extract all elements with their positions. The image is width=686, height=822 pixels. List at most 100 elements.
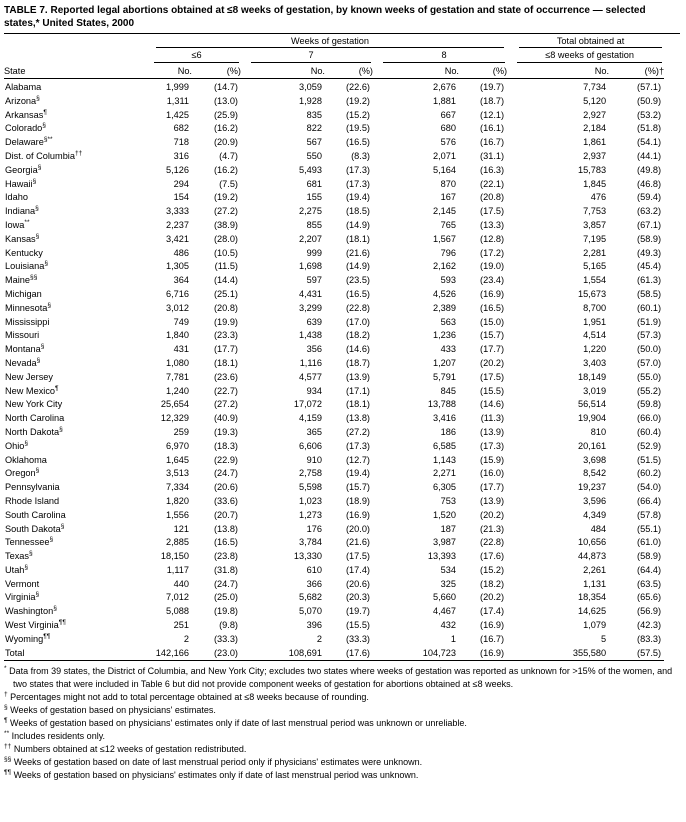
column-header-row: State No. (%) No. (%) No. (%) No. (%)† — [4, 63, 665, 79]
count-cell: 2,071 — [433, 150, 456, 161]
percent-cell: (16.2) — [213, 164, 238, 175]
count-cell: 19,904 — [577, 413, 607, 424]
count-cell: 1,881 — [433, 95, 456, 106]
state-name: Washington§ — [5, 605, 57, 617]
state-row: Montana§ 431 (17.7) 356 (14.6) 433 (17.7) 1,220… — [4, 343, 664, 357]
percent-cell: (51.8) — [637, 123, 662, 134]
state-name: Oregon§ — [5, 467, 40, 479]
percent-cell: (28.0) — [213, 233, 238, 244]
count-cell: 765 — [440, 219, 456, 230]
count-cell: 718 — [173, 137, 189, 148]
footnote-marker: § — [37, 163, 42, 171]
state-name: West Virginia¶¶ — [5, 619, 66, 631]
count-cell: 1,117 — [166, 564, 189, 575]
footnote-marker: § — [35, 232, 40, 240]
percent-cell: (58.9) — [637, 551, 662, 562]
count-cell: 3,784 — [299, 537, 322, 548]
group-header-spacer — [4, 34, 144, 48]
percent-cell: (18.5) — [345, 206, 370, 217]
state-row: South Carolina 1,556 (20.7) 1,273 (16.9) 1,52… — [4, 509, 664, 523]
state-row: Utah§ 1,117 (31.8) 610 (17.4) 534 (15.2) 2,261 (… — [4, 564, 664, 578]
state-row: North Carolina 12,329 (40.9) 4,159 (13.8) 3,4… — [4, 412, 664, 426]
percent-cell: (11.5) — [214, 261, 238, 272]
state-name: Kentucky — [5, 247, 43, 258]
count-cell: 667 — [440, 109, 456, 120]
state-name: Maine§§ — [5, 274, 38, 286]
footnote: § Weeks of gestation based on physicians… — [4, 704, 216, 716]
percent-cell: (23.0) — [213, 647, 238, 658]
state-name: Minnesota§ — [5, 301, 52, 313]
count-cell: 1,220 — [583, 344, 607, 355]
state-name: Missouri — [5, 330, 40, 341]
percent-cell: (20.7) — [213, 509, 238, 520]
state-name: Arizona§ — [5, 94, 40, 106]
percent-cell: (25.9) — [213, 109, 238, 120]
count-cell: 7,781 — [166, 371, 189, 382]
state-row: Iowa** 2,237 (38.9) 855 (14.9) 765 (13.3) 3,857… — [4, 219, 664, 233]
count-cell: 5,164 — [433, 164, 456, 175]
footnote-symbol: ¶¶ — [4, 769, 12, 777]
percent-cell: (83.3) — [637, 633, 662, 644]
percent-cell: (42.3) — [637, 620, 662, 631]
state-name: Delaware§** — [5, 136, 53, 148]
count-cell: 325 — [440, 578, 456, 589]
count-cell: 18,149 — [577, 371, 607, 382]
percent-cell: (13.9) — [345, 371, 370, 382]
count-cell: 681 — [306, 178, 322, 189]
percent-cell: (60.2) — [637, 468, 662, 479]
state-row: Kansas§ 3,421 (28.0) 2,207 (18.1) 1,567 (12.8)… — [4, 233, 664, 247]
count-cell: 2,207 — [299, 233, 322, 244]
count-cell: 1,143 — [433, 454, 456, 465]
count-cell: 155 — [306, 192, 322, 203]
percent-cell: (55.2) — [637, 385, 662, 396]
count-cell: 597 — [306, 275, 322, 286]
footnote-marker: § — [60, 522, 65, 530]
percent-cell: (19.5) — [345, 123, 370, 134]
percent-cell: (27.2) — [345, 426, 370, 437]
footnote-marker: § — [42, 122, 46, 130]
count-cell: 365 — [306, 426, 322, 437]
state-row: Minnesota§ 3,012 (20.8) 3,299 (22.8) 2,389 (16… — [4, 302, 664, 316]
percent-cell: (16.7) — [480, 633, 505, 644]
state-name: Tennessee§ — [5, 536, 54, 548]
state-row: Virginia§ 7,012 (25.0) 5,682 (20.3) 5,660 (20.… — [4, 591, 664, 605]
percent-cell: (15.5) — [345, 620, 370, 631]
percent-cell: (46.8) — [637, 178, 662, 189]
state-row: Washington§ 5,088 (19.8) 5,070 (19.7) 4,467 (1… — [4, 605, 664, 619]
count-cell: 6,716 — [166, 288, 189, 299]
count-cell: 680 — [440, 123, 456, 134]
count-cell: 2,162 — [433, 261, 456, 272]
state-row: Alabama 1,999 (14.7) 3,059 (22.6) 2,676 (19.7)… — [4, 79, 664, 95]
report-page: TABLE 7. Reported legal abortions obtain… — [4, 5, 680, 781]
count-cell: 7,753 — [583, 206, 607, 217]
percent-cell: (13.8) — [345, 413, 370, 424]
footnote: ¶¶ Weeks of gestation based on physician… — [4, 769, 419, 781]
count-cell: 356 — [306, 344, 322, 355]
footnote-marker: § — [47, 301, 52, 309]
percent-cell: (58.5) — [637, 288, 662, 299]
percent-cell: (20.2) — [480, 357, 505, 368]
state-name: Dist. of Columbia†† — [5, 149, 83, 161]
state-row: Tennessee§ 2,885 (16.5) 3,784 (21.6) 3,987 (22… — [4, 536, 664, 550]
group-total-obtained: Total obtained at — [519, 34, 663, 48]
footnote-symbol: * — [4, 665, 7, 673]
percent-cell: (66.4) — [637, 495, 662, 506]
footnote-symbol: §§ — [4, 756, 12, 764]
percent-cell: (21.6) — [345, 247, 370, 258]
count-cell: 259 — [173, 426, 189, 437]
percent-cell: (23.8) — [213, 551, 238, 562]
percent-cell: (49.8) — [637, 164, 662, 175]
table-caption: Reported legal abortions obtained at ≤8 … — [4, 5, 646, 29]
footnote-marker: § — [49, 536, 54, 544]
count-cell: 142,166 — [155, 647, 189, 658]
count-cell: 1,079 — [583, 620, 607, 631]
percent-cell: (58.9) — [637, 233, 662, 244]
count-cell: 4,349 — [583, 509, 607, 520]
count-cell: 1,840 — [166, 330, 189, 341]
percent-cell: (22.9) — [213, 454, 238, 465]
count-cell: 355,580 — [572, 647, 607, 658]
state-row: New York City 25,654 (27.2) 17,072 (18.1) 13,… — [4, 398, 664, 412]
percent-cell: (33.6) — [213, 495, 238, 506]
percent-cell: (20.0) — [345, 523, 370, 534]
count-cell: 5,120 — [583, 95, 607, 106]
